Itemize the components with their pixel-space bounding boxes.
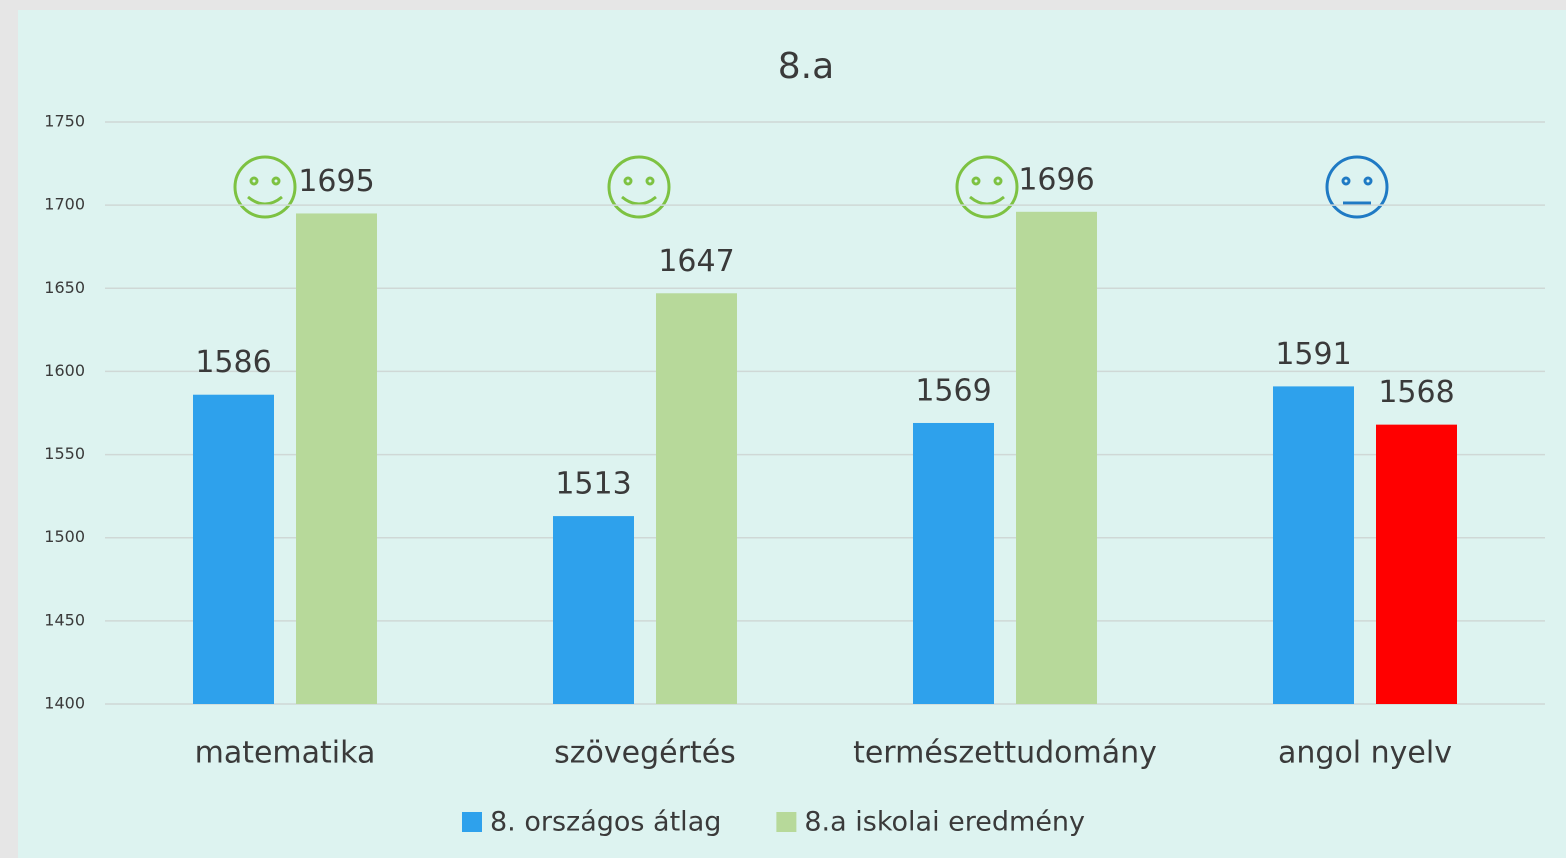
bar — [656, 293, 737, 704]
data-label: 1586 — [195, 345, 271, 380]
smiley-happy — [607, 155, 671, 219]
chart-title: 8.a — [778, 46, 834, 87]
smiley-happy — [233, 155, 297, 219]
data-label: 1696 — [1018, 162, 1094, 197]
legend-swatch — [462, 812, 482, 832]
bar — [913, 422, 994, 704]
data-label: 1569 — [915, 373, 991, 408]
legend-swatch — [776, 812, 797, 832]
bar — [193, 394, 274, 704]
y-tick-label: 1650 — [44, 278, 85, 297]
bar — [1376, 424, 1457, 704]
y-tick-label: 1750 — [44, 112, 85, 131]
y-tick-label: 1700 — [44, 195, 85, 214]
y-tick-label: 1600 — [44, 361, 85, 380]
x-tick-label: természettudomány — [853, 736, 1157, 771]
y-tick-label: 1400 — [44, 694, 85, 713]
smiley-sad — [1325, 155, 1389, 219]
bar — [1016, 211, 1097, 704]
y-tick-label: 1500 — [44, 527, 85, 546]
data-label: 1695 — [298, 164, 374, 199]
data-label: 1568 — [1378, 375, 1454, 410]
x-tick-label: matematika — [195, 736, 376, 771]
y-tick-label: 1450 — [44, 610, 85, 629]
bar — [296, 213, 377, 704]
data-label: 1591 — [1275, 337, 1351, 372]
smiley-happy — [955, 155, 1019, 219]
legend-label: 8. országos átlag — [490, 807, 721, 838]
y-tick-label: 1550 — [44, 444, 85, 463]
legend-label: 8.a iskolai eredmény — [804, 807, 1085, 838]
x-tick-label: angol nyelv — [1278, 736, 1452, 771]
data-label: 1513 — [555, 467, 631, 502]
bar — [1273, 386, 1354, 704]
x-tick-label: szövegértés — [554, 736, 736, 771]
data-label: 1647 — [658, 244, 734, 279]
bar — [553, 516, 634, 704]
